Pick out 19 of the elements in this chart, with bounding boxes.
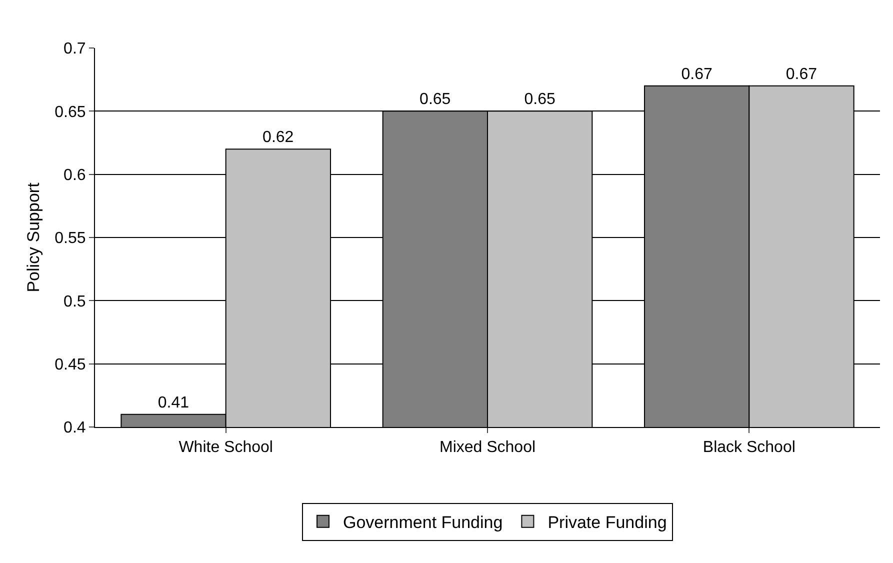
legend-label: Private Funding xyxy=(548,512,667,532)
data-label: 0.65 xyxy=(524,91,556,108)
y-tick-label: 0.7 xyxy=(64,40,86,58)
data-label: 0.65 xyxy=(420,91,451,108)
y-tick-label: 0.45 xyxy=(54,356,86,374)
y-tick-label: 0.6 xyxy=(64,166,86,184)
x-tick-label: Black School xyxy=(702,439,796,456)
legend-label: Government Funding xyxy=(343,512,503,532)
y-tick-label: 0.4 xyxy=(64,420,86,437)
y-tick-label: 0.5 xyxy=(64,293,86,310)
data-label: 0.62 xyxy=(262,129,294,146)
y-tick-label: 0.55 xyxy=(54,230,86,248)
x-tick-label: Mixed School xyxy=(439,439,536,456)
data-label: 0.67 xyxy=(786,66,818,83)
data-label: 0.67 xyxy=(681,66,712,83)
data-label: 0.41 xyxy=(158,394,190,412)
y-tick-label: 0.65 xyxy=(54,104,86,121)
x-tick-label: White School xyxy=(178,439,273,456)
y-axis-title: Policy Support xyxy=(24,182,44,292)
